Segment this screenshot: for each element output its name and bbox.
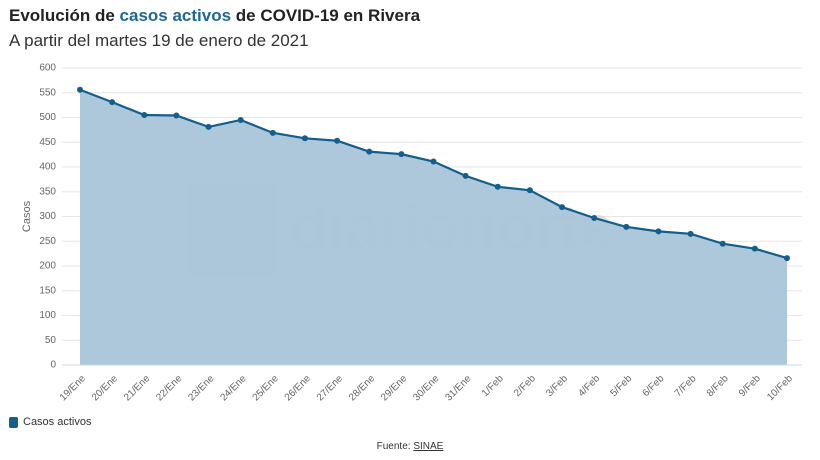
point <box>462 172 469 179</box>
point <box>719 240 726 247</box>
point <box>784 255 790 262</box>
point <box>751 245 758 252</box>
point <box>301 135 308 142</box>
x-tick-label: 22/Ene <box>154 373 184 403</box>
point <box>398 151 405 158</box>
point <box>173 112 180 119</box>
point <box>494 183 501 190</box>
chart: 0 50 100 150 200 250 300 350 400 450 500 550 600 Caso… <box>21 63 802 403</box>
x-tick-label: 2/Feb <box>512 373 538 399</box>
x-tick-label: 4/Feb <box>576 373 602 399</box>
point <box>559 204 566 211</box>
point <box>334 137 341 144</box>
x-tick-label: 25/Ene <box>251 373 281 403</box>
x-tick-label: 30/Ene <box>411 373 441 403</box>
x-tick-label: 9/Feb <box>737 373 763 399</box>
y-tick-label: 100 <box>39 310 56 321</box>
title-highlight: casos activos <box>119 6 232 25</box>
point <box>237 116 244 123</box>
y-tick-label: 600 <box>39 63 56 74</box>
y-tick-label: 450 <box>39 137 56 148</box>
y-tick-label: 0 <box>50 360 56 371</box>
x-tick-label: 5/Feb <box>608 373 634 399</box>
y-tick-label: 300 <box>39 211 56 222</box>
point <box>77 86 83 93</box>
y-tick-label: 150 <box>39 285 56 296</box>
point <box>526 187 533 194</box>
y-tick-label: 200 <box>39 261 56 272</box>
y-tick-label: 50 <box>45 335 57 346</box>
point <box>623 223 630 230</box>
x-tick-label: 21/Ene <box>122 373 152 403</box>
source-label: Fuente: <box>376 441 411 452</box>
point <box>591 214 598 221</box>
y-tick-label: 250 <box>39 236 56 247</box>
y-tick-label: 500 <box>39 112 56 123</box>
y-tick-label: 350 <box>39 186 56 197</box>
point <box>205 123 212 130</box>
point <box>141 112 148 119</box>
x-tick-label: 29/Ene <box>379 373 409 403</box>
point <box>269 129 276 136</box>
legend[interactable]: Casos activos <box>9 416 91 428</box>
point <box>655 228 662 235</box>
source-link[interactable]: SINAE <box>413 441 444 452</box>
chart-title: Evolución de casos activos de COVID-19 e… <box>9 6 420 26</box>
legend-label: Casos activos <box>23 416 92 428</box>
y-tick-label: 550 <box>39 87 56 98</box>
point <box>366 148 373 155</box>
chart-subtitle: A partir del martes 19 de enero de 2021 <box>9 31 309 50</box>
x-tick-label: 24/Ene <box>218 373 248 403</box>
source: Fuente: SINAE <box>0 441 820 452</box>
x-tick-label: 6/Feb <box>641 373 667 399</box>
area <box>80 89 787 365</box>
point <box>687 230 694 237</box>
legend-swatch <box>9 416 18 428</box>
x-tick-label: 28/Ene <box>347 373 377 403</box>
title-part: de COVID-19 en Rivera <box>235 6 421 25</box>
x-tick-label: 10/Feb <box>765 373 795 403</box>
x-tick-label: 26/Ene <box>283 373 313 403</box>
x-tick-label: 8/Feb <box>705 373 731 399</box>
x-tick-label: 20/Ene <box>90 373 120 403</box>
y-axis-label: Casos <box>21 200 33 232</box>
point <box>430 158 437 165</box>
x-tick-label: 23/Ene <box>186 373 216 403</box>
x-tick-label: 27/Ene <box>315 373 345 403</box>
x-tick-label: 7/Feb <box>673 373 699 399</box>
point <box>109 99 116 106</box>
x-tick-label: 31/Ene <box>443 373 473 403</box>
x-tick-label: 19/Ene <box>58 373 88 403</box>
x-tick-label: 1/Feb <box>480 373 506 399</box>
y-tick-label: 400 <box>39 162 56 173</box>
title-part: Evolución de <box>9 6 115 25</box>
x-tick-label: 3/Feb <box>544 373 570 399</box>
